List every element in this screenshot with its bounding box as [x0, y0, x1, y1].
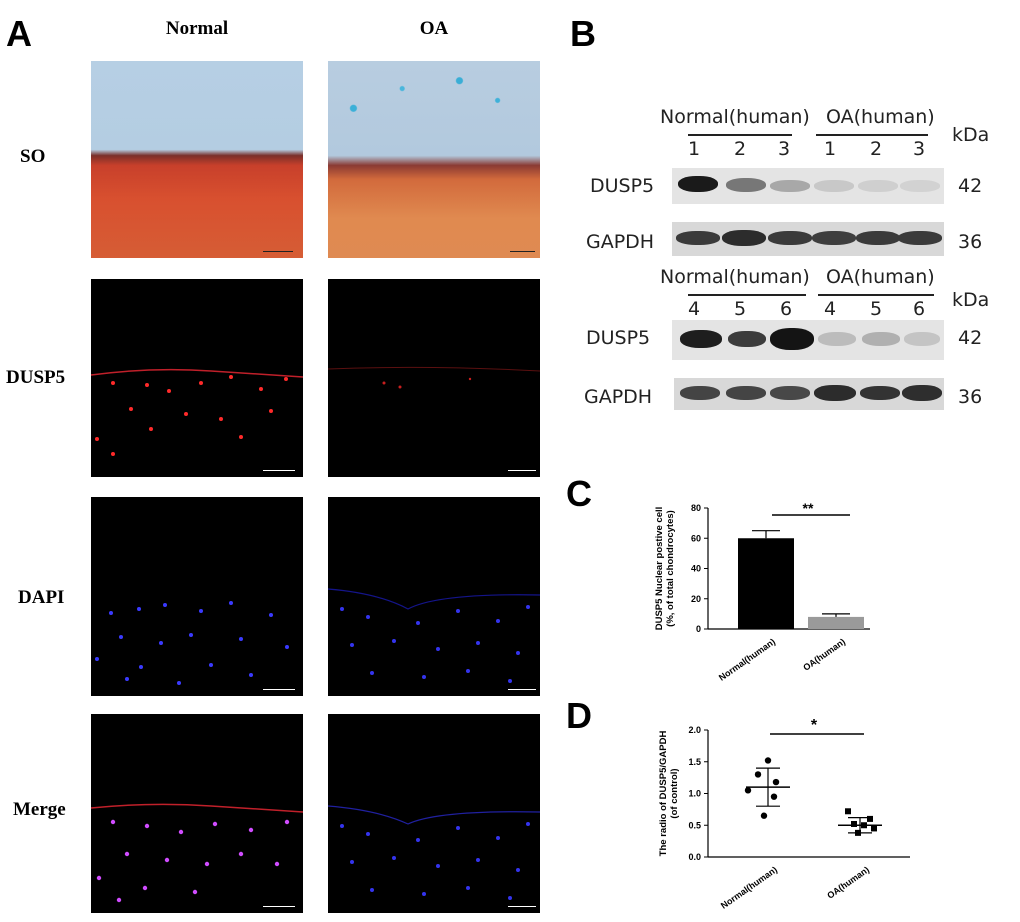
blot1-kda-unit: kDa [952, 124, 990, 146]
blot2-dusp5-kda: 42 [958, 327, 983, 349]
blot2-lane-5: 5 [734, 298, 747, 320]
chart-d-point [855, 829, 861, 836]
merge-oa-image [328, 714, 540, 913]
chart-d-point [760, 812, 768, 819]
dapi-oa-image [328, 497, 540, 696]
chart-d-point [845, 808, 851, 815]
chart-d-y-label: The radio of DUSP5/GAPDH(of control) [658, 731, 680, 857]
chart-d-ytick-label: 0.5 [688, 820, 701, 830]
blot2-oa-line [818, 294, 934, 296]
blot2-kda-unit: kDa [952, 289, 990, 311]
so-normal-image [91, 61, 303, 258]
chart-c-ytick-label: 20 [691, 594, 701, 604]
blot1-lane-6: 3 [913, 138, 926, 160]
chart-d-point [861, 822, 867, 829]
blot1-dusp5-kda: 42 [958, 175, 983, 197]
dapi-normal-image [91, 497, 303, 696]
panel-c-letter: C [566, 473, 592, 514]
chart-c-bar [738, 538, 794, 629]
chart-d-significance-mark: * [811, 717, 818, 734]
row-label-dusp5: DUSP5 [6, 367, 66, 388]
chart-c-y-label: DUSP5 Nuclear postive cell(%, of total c… [654, 507, 676, 631]
chart-d-point [851, 820, 857, 827]
chart-c-ytick-label: 80 [691, 503, 701, 513]
blot1-lane-3: 3 [778, 138, 791, 160]
blot2-normal-line [688, 294, 806, 296]
blot1-oa-line [816, 134, 928, 136]
row-label-merge: Merge [13, 799, 66, 820]
chart-d-point [867, 815, 873, 822]
chart-d-point [770, 793, 778, 800]
blot1-dusp5-strip [672, 168, 944, 204]
chart-c-ytick-label: 60 [691, 533, 701, 543]
chart-d-ytick-label: 1.5 [688, 757, 701, 767]
chart-d-point [764, 757, 772, 764]
chart-c-xtick-label: Normal(human) [717, 636, 777, 682]
blot1-dusp5-label: DUSP5 [590, 175, 655, 197]
blot2-lane-4: 4 [688, 298, 701, 320]
chart-c-ytick-label: 40 [691, 564, 701, 574]
blot2-gapdh-label: GAPDH [584, 386, 653, 408]
panel-d-letter: D [566, 695, 592, 736]
column-header-oa: OA [419, 18, 449, 39]
blot1-normal-line [688, 134, 792, 136]
blot2-gapdh-kda: 36 [958, 386, 983, 408]
row-label-so: SO [20, 146, 46, 167]
blot1-lane-5: 2 [870, 138, 883, 160]
blot1-lane-4: 1 [824, 138, 837, 160]
blot1-group-oa: OA(human) [826, 106, 935, 128]
panel-a-letter: A [6, 13, 32, 54]
chart-d: 0.0 0.5 1.0 1.5 2.0 Normal(human) OA(human) * Th… [658, 717, 910, 911]
row-label-dapi: DAPI [18, 587, 65, 608]
blot1-lane-2: 2 [734, 138, 747, 160]
blot1-gapdh-kda: 36 [958, 231, 983, 253]
chart-d-xtick-label: OA(human) [825, 864, 871, 900]
chart-d-point [744, 787, 752, 794]
blot1-group-normal: Normal(human) [660, 106, 810, 128]
dusp5-normal-image [91, 279, 303, 477]
blot2-gapdh-strip [674, 378, 944, 410]
blot2-dusp5-label: DUSP5 [586, 327, 651, 349]
blot2-lane-4b: 4 [824, 298, 837, 320]
blot2-group-oa: OA(human) [826, 266, 935, 288]
panel-b-letter: B [570, 13, 596, 54]
chart-c-significance-mark: ** [803, 500, 814, 516]
blot1-lane-1: 1 [688, 138, 701, 160]
chart-d-ytick-label: 0.0 [688, 852, 701, 862]
chart-d-ytick-label: 2.0 [688, 725, 701, 735]
so-oa-image [328, 61, 540, 258]
chart-d-point [871, 825, 877, 832]
blot1-gapdh-label: GAPDH [586, 231, 655, 253]
blot1-gapdh-strip [672, 222, 944, 256]
blot2-dusp5-strip [672, 320, 944, 360]
blot2-lane-6b: 6 [913, 298, 926, 320]
chart-d-point [772, 778, 780, 786]
chart-c: 0 20 40 60 80 Normal(human) OA(human) ** DUSP5 N… [654, 500, 870, 683]
chart-d-xtick-label: Normal(human) [719, 864, 779, 910]
chart-d-ytick-label: 1.0 [688, 789, 701, 799]
chart-d-point [754, 771, 762, 778]
dusp5-oa-image [328, 279, 540, 477]
chart-c-xtick-label: OA(human) [801, 636, 847, 672]
column-header-normal: Normal [165, 18, 229, 39]
blot2-group-normal: Normal(human) [660, 266, 810, 288]
chart-c-ytick-label: 0 [696, 624, 701, 634]
blot2-lane-6: 6 [780, 298, 793, 320]
chart-c-bar [808, 616, 864, 629]
blot2-lane-5b: 5 [870, 298, 883, 320]
merge-normal-image [91, 714, 303, 913]
